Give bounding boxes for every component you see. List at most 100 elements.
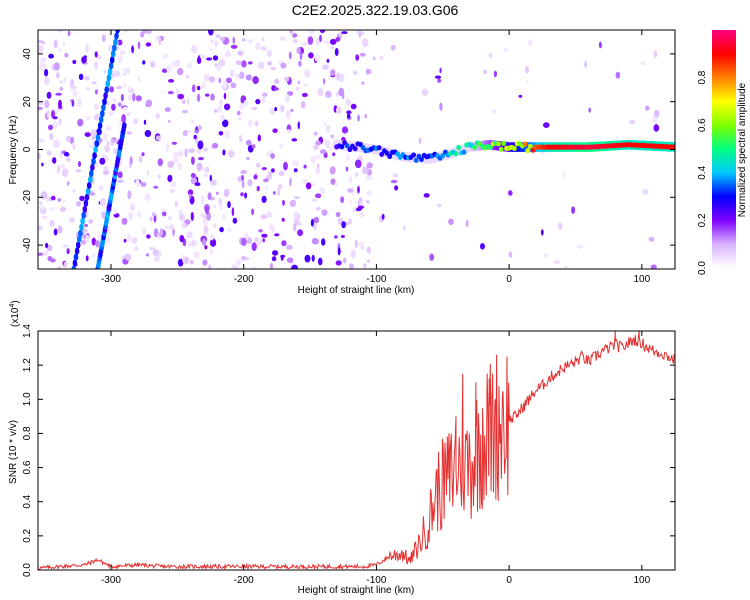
noise-blob xyxy=(361,38,369,47)
noise-blob xyxy=(247,39,254,44)
noise-blob xyxy=(423,193,430,198)
noise-blob xyxy=(557,222,563,230)
noise-blob xyxy=(365,166,369,175)
ridge-point xyxy=(453,151,459,157)
noise-blob xyxy=(106,140,110,147)
noise-blob xyxy=(58,118,62,126)
noise-blob xyxy=(197,140,204,150)
streak-point xyxy=(83,199,89,207)
noise-blob xyxy=(641,188,649,196)
noise-blob xyxy=(281,217,285,222)
noise-blob xyxy=(653,124,660,132)
streak-point xyxy=(98,116,104,124)
noise-blob xyxy=(345,99,352,106)
noise-blob xyxy=(89,192,96,196)
noise-blob xyxy=(239,102,245,111)
noise-blob xyxy=(219,226,224,233)
noise-blob xyxy=(232,217,238,224)
noise-blob xyxy=(59,150,62,159)
noise-blob xyxy=(84,87,92,91)
noise-blob xyxy=(246,156,250,161)
noise-blob xyxy=(301,92,308,98)
noise-blob xyxy=(271,256,277,262)
noise-blob xyxy=(181,99,186,105)
noise-blob xyxy=(64,53,69,58)
colorbar-tick-label: 0.8 xyxy=(697,70,708,84)
noise-blob xyxy=(330,134,335,139)
noise-blob xyxy=(237,116,242,121)
noise-blob xyxy=(316,166,320,175)
noise-blob xyxy=(131,237,138,244)
streak-point xyxy=(89,169,94,177)
noise-blob xyxy=(247,61,253,65)
noise-blob xyxy=(196,93,201,102)
noise-blob xyxy=(237,50,244,56)
noise-blob xyxy=(57,198,61,202)
noise-blob xyxy=(157,158,163,167)
noise-blob xyxy=(314,193,322,199)
noise-blob xyxy=(210,233,214,241)
noise-blob xyxy=(109,86,114,93)
noise-blob xyxy=(94,113,101,118)
noise-blob xyxy=(181,222,187,229)
noise-blob xyxy=(210,47,213,52)
noise-blob xyxy=(94,51,98,58)
noise-blob xyxy=(335,260,342,266)
streak-point xyxy=(90,163,95,171)
noise-blob xyxy=(220,114,225,122)
noise-blob xyxy=(366,190,373,196)
noise-blob xyxy=(518,94,523,98)
noise-blob xyxy=(335,37,341,42)
noise-blob xyxy=(199,54,206,59)
noise-blob xyxy=(52,157,57,164)
noise-blob xyxy=(562,172,565,178)
noise-blob xyxy=(84,76,90,81)
noise-blob xyxy=(194,129,200,134)
ridge-point xyxy=(461,149,467,155)
noise-blob xyxy=(52,116,58,120)
noise-blob xyxy=(107,110,115,116)
noise-blob xyxy=(169,180,177,188)
noise-blob xyxy=(343,257,347,264)
snr-ylabel: SNR (10 * v/v) xyxy=(8,420,19,484)
noise-blob xyxy=(229,69,235,78)
noise-blob xyxy=(217,105,223,114)
noise-blob xyxy=(95,89,98,95)
noise-blob xyxy=(301,42,309,46)
noise-blob xyxy=(357,185,360,194)
noise-blob xyxy=(66,181,70,186)
noise-blob xyxy=(241,174,245,181)
noise-blob xyxy=(216,191,219,195)
noise-blob xyxy=(283,161,288,171)
x-tick-label: 100 xyxy=(633,274,650,285)
noise-blob xyxy=(207,192,212,200)
noise-blob xyxy=(365,175,373,181)
noise-blob xyxy=(58,99,62,108)
noise-blob xyxy=(177,162,182,171)
noise-blob xyxy=(261,96,266,104)
noise-blob xyxy=(116,86,123,90)
noise-blob xyxy=(272,250,279,256)
noise-blob xyxy=(251,144,256,149)
spectrogram-xlabel: Height of straight line (km) xyxy=(298,285,415,296)
noise-blob xyxy=(279,36,286,42)
chart-title: C2E2.2025.322.19.03.G06 xyxy=(291,2,459,18)
noise-blob xyxy=(252,265,256,269)
noise-blob xyxy=(483,70,487,74)
noise-blob xyxy=(138,155,143,163)
noise-blob xyxy=(177,93,185,100)
y-tick-label: 1.4 xyxy=(22,324,33,338)
noise-blob xyxy=(321,209,328,217)
noise-blob xyxy=(281,240,287,247)
noise-blob xyxy=(231,207,235,217)
noise-blob xyxy=(137,41,141,50)
noise-blob xyxy=(84,132,91,138)
noise-blob xyxy=(362,166,367,175)
noise-blob xyxy=(222,80,227,90)
noise-blob xyxy=(144,192,151,202)
noise-blob xyxy=(191,84,196,93)
noise-blob xyxy=(147,169,150,177)
noise-blob xyxy=(225,133,230,139)
noise-blob xyxy=(310,183,317,187)
